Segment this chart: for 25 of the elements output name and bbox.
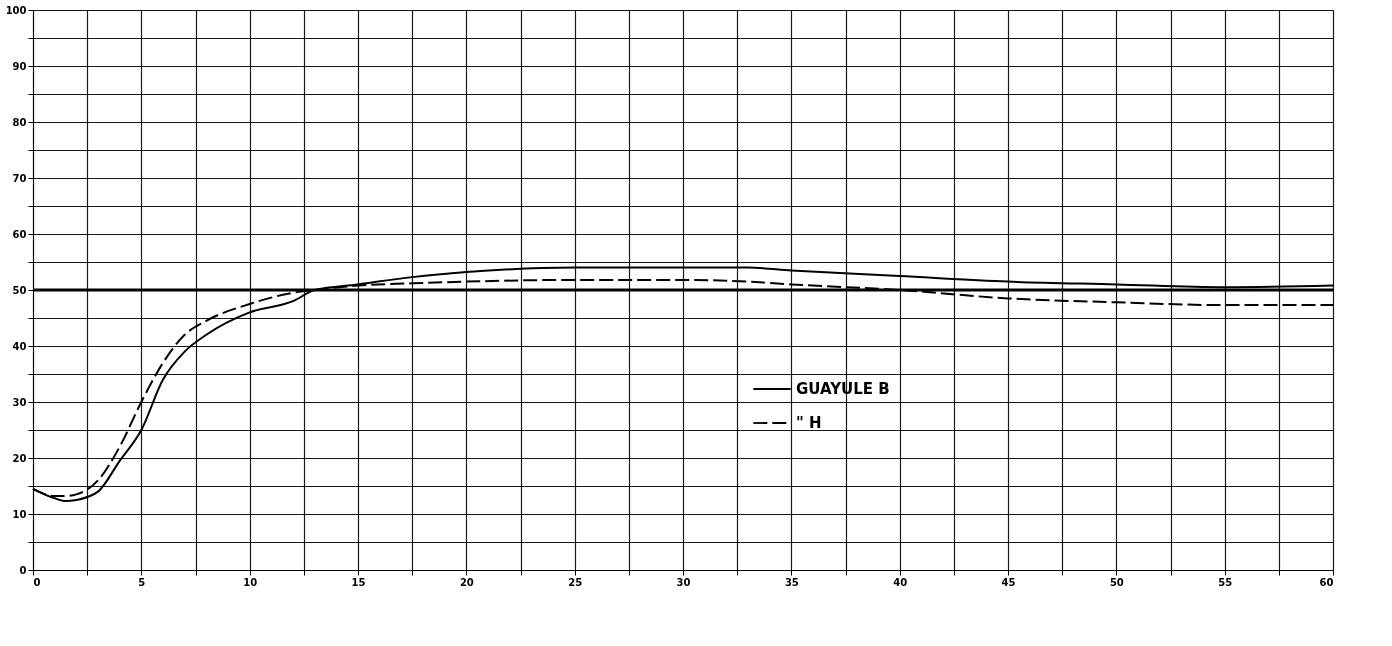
y-tick-label: 70 bbox=[12, 172, 27, 184]
y-tick-label: 40 bbox=[12, 340, 27, 352]
x-tick-label: 60 bbox=[1319, 576, 1334, 588]
y-tick-label: 30 bbox=[12, 396, 27, 408]
x-tick-label: 0 bbox=[33, 576, 41, 588]
x-tick-label: 25 bbox=[568, 576, 583, 588]
x-tick-label: 45 bbox=[1001, 576, 1016, 588]
y-tick-label: 50 bbox=[12, 284, 27, 296]
x-tick-label: 10 bbox=[243, 576, 258, 588]
y-tick-label: 90 bbox=[12, 60, 27, 72]
legend-label: " H bbox=[796, 414, 822, 432]
y-tick-label: 100 bbox=[5, 4, 27, 16]
x-tick-label: 5 bbox=[138, 576, 146, 588]
x-tick-label: 30 bbox=[676, 576, 691, 588]
y-tick-label: 80 bbox=[12, 116, 27, 128]
y-tick-label: 20 bbox=[12, 452, 27, 464]
y-tick-label: 10 bbox=[12, 508, 27, 520]
x-tick-label: 50 bbox=[1109, 576, 1124, 588]
x-tick-label: 20 bbox=[459, 576, 474, 588]
x-tick-label: 15 bbox=[351, 576, 366, 588]
x-tick-label: 40 bbox=[893, 576, 908, 588]
y-tick-label: 60 bbox=[12, 228, 27, 240]
y-tick-label: 0 bbox=[19, 564, 27, 576]
x-tick-label: 35 bbox=[784, 576, 799, 588]
x-tick-label: 55 bbox=[1218, 576, 1233, 588]
